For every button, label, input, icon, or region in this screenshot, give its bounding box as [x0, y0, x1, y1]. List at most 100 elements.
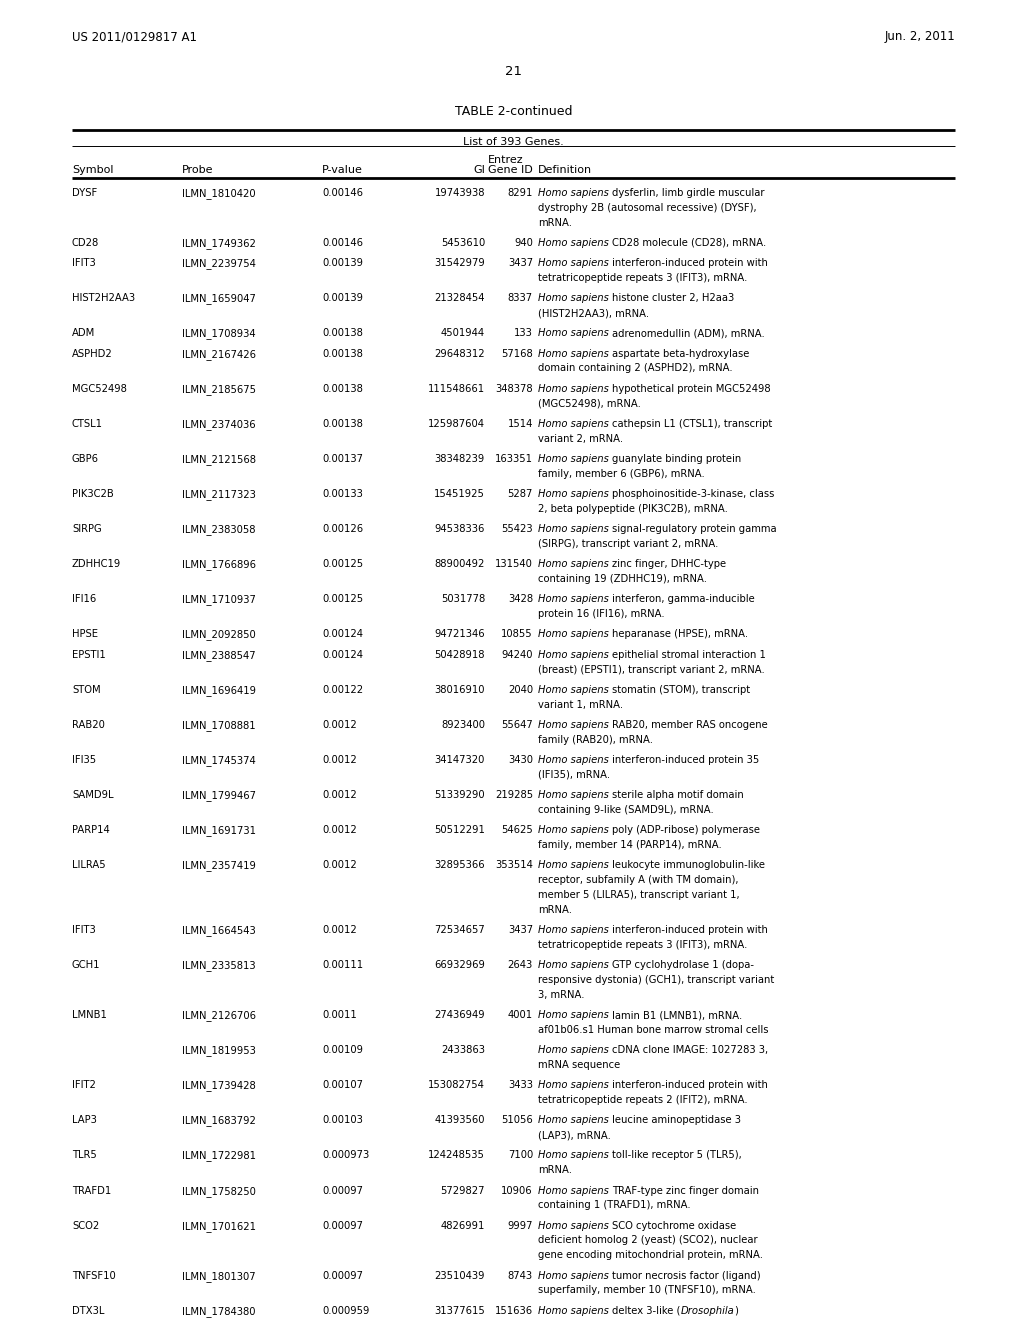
- Text: 57168: 57168: [502, 348, 534, 359]
- Text: Homo sapiens: Homo sapiens: [538, 1185, 612, 1196]
- Text: 9997: 9997: [508, 1221, 534, 1230]
- Text: 19743938: 19743938: [434, 187, 485, 198]
- Text: 5453610: 5453610: [440, 238, 485, 248]
- Text: 94721346: 94721346: [434, 630, 485, 639]
- Text: Homo sapiens: Homo sapiens: [538, 454, 612, 465]
- Text: 32895366: 32895366: [434, 861, 485, 870]
- Text: adrenomedullin (ADM), mRNA.: adrenomedullin (ADM), mRNA.: [612, 329, 765, 338]
- Text: 50428918: 50428918: [434, 649, 485, 660]
- Text: EPSTI1: EPSTI1: [72, 649, 105, 660]
- Text: 0.0012: 0.0012: [322, 925, 356, 935]
- Text: DYSF: DYSF: [72, 187, 97, 198]
- Text: TRAF-type zinc finger domain: TRAF-type zinc finger domain: [612, 1185, 759, 1196]
- Text: 0.00124: 0.00124: [322, 630, 362, 639]
- Text: LAP3: LAP3: [72, 1115, 97, 1126]
- Text: GCH1: GCH1: [72, 960, 100, 970]
- Text: 0.00138: 0.00138: [322, 329, 362, 338]
- Text: ILMN_1749362: ILMN_1749362: [182, 238, 256, 248]
- Text: ILMN_2126706: ILMN_2126706: [182, 1010, 256, 1020]
- Text: 0.00124: 0.00124: [322, 649, 362, 660]
- Text: hypothetical protein MGC52498: hypothetical protein MGC52498: [612, 384, 771, 393]
- Text: zinc finger, DHHC-type: zinc finger, DHHC-type: [612, 560, 726, 569]
- Text: 3437: 3437: [508, 925, 534, 935]
- Text: 5031778: 5031778: [440, 594, 485, 605]
- Text: Homo sapiens: Homo sapiens: [538, 1151, 612, 1160]
- Text: IFI16: IFI16: [72, 594, 96, 605]
- Text: cDNA clone IMAGE: 1027283 3,: cDNA clone IMAGE: 1027283 3,: [612, 1045, 768, 1055]
- Text: leukocyte immunoglobulin-like: leukocyte immunoglobulin-like: [612, 861, 765, 870]
- Text: heparanase (HPSE), mRNA.: heparanase (HPSE), mRNA.: [612, 630, 749, 639]
- Text: variant 1, mRNA.: variant 1, mRNA.: [538, 700, 624, 710]
- Text: 3428: 3428: [508, 594, 534, 605]
- Text: mRNA.: mRNA.: [538, 218, 572, 227]
- Text: domain containing 2 (ASPHD2), mRNA.: domain containing 2 (ASPHD2), mRNA.: [538, 363, 732, 374]
- Text: ILMN_1784380: ILMN_1784380: [182, 1305, 256, 1316]
- Text: Homo sapiens: Homo sapiens: [538, 960, 612, 970]
- Text: SAMD9L: SAMD9L: [72, 791, 114, 800]
- Text: tumor necrosis factor (ligand): tumor necrosis factor (ligand): [612, 1271, 761, 1280]
- Text: ILMN_1701621: ILMN_1701621: [182, 1221, 256, 1232]
- Text: 219285: 219285: [495, 791, 534, 800]
- Text: tetratricopeptide repeats 3 (IFIT3), mRNA.: tetratricopeptide repeats 3 (IFIT3), mRN…: [538, 273, 748, 282]
- Text: gene encoding mitochondrial protein, mRNA.: gene encoding mitochondrial protein, mRN…: [538, 1250, 763, 1261]
- Text: (HIST2H2AA3), mRNA.: (HIST2H2AA3), mRNA.: [538, 308, 649, 318]
- Text: IFI35: IFI35: [72, 755, 96, 766]
- Text: LILRA5: LILRA5: [72, 861, 105, 870]
- Text: 125987604: 125987604: [428, 418, 485, 429]
- Text: Homo sapiens: Homo sapiens: [538, 524, 612, 535]
- Text: 2040: 2040: [508, 685, 534, 694]
- Text: 38348239: 38348239: [435, 454, 485, 465]
- Text: 151636: 151636: [495, 1305, 534, 1316]
- Text: ILMN_2092850: ILMN_2092850: [182, 630, 256, 640]
- Text: Definition: Definition: [538, 165, 592, 176]
- Text: 2433863: 2433863: [441, 1045, 485, 1055]
- Text: Gene ID: Gene ID: [488, 165, 532, 176]
- Text: 0.0012: 0.0012: [322, 755, 356, 766]
- Text: 38016910: 38016910: [434, 685, 485, 694]
- Text: 10906: 10906: [502, 1185, 534, 1196]
- Text: receptor, subfamily A (with TM domain),: receptor, subfamily A (with TM domain),: [538, 875, 738, 886]
- Text: ILMN_2239754: ILMN_2239754: [182, 259, 256, 269]
- Text: ILMN_1739428: ILMN_1739428: [182, 1080, 256, 1092]
- Text: Homo sapiens: Homo sapiens: [538, 384, 612, 393]
- Text: 133: 133: [514, 329, 534, 338]
- Text: epithelial stromal interaction 1: epithelial stromal interaction 1: [612, 649, 766, 660]
- Text: Homo sapiens: Homo sapiens: [538, 755, 612, 766]
- Text: Homo sapiens: Homo sapiens: [538, 925, 612, 935]
- Text: 29648312: 29648312: [434, 348, 485, 359]
- Text: Homo sapiens: Homo sapiens: [538, 825, 612, 836]
- Text: ILMN_1708934: ILMN_1708934: [182, 329, 256, 339]
- Text: Homo sapiens: Homo sapiens: [538, 1010, 612, 1020]
- Text: 7100: 7100: [508, 1151, 534, 1160]
- Text: Homo sapiens: Homo sapiens: [538, 293, 612, 304]
- Text: ILMN_1696419: ILMN_1696419: [182, 685, 256, 696]
- Text: Homo sapiens: Homo sapiens: [538, 259, 612, 268]
- Text: 0.00097: 0.00097: [322, 1271, 362, 1280]
- Text: 41393560: 41393560: [434, 1115, 485, 1126]
- Text: 51339290: 51339290: [434, 791, 485, 800]
- Text: ILMN_2167426: ILMN_2167426: [182, 348, 256, 359]
- Text: 55423: 55423: [502, 524, 534, 535]
- Text: RAB20: RAB20: [72, 719, 104, 730]
- Text: ILMN_1722981: ILMN_1722981: [182, 1151, 256, 1162]
- Text: Homo sapiens: Homo sapiens: [538, 1045, 612, 1055]
- Text: mRNA.: mRNA.: [538, 904, 572, 915]
- Text: af01b06.s1 Human bone marrow stromal cells: af01b06.s1 Human bone marrow stromal cel…: [538, 1024, 768, 1035]
- Text: 8743: 8743: [508, 1271, 534, 1280]
- Text: SCO2: SCO2: [72, 1221, 99, 1230]
- Text: mRNA.: mRNA.: [538, 1166, 572, 1175]
- Text: Symbol: Symbol: [72, 165, 114, 176]
- Text: 0.000959: 0.000959: [322, 1305, 370, 1316]
- Text: lamin B1 (LMNB1), mRNA.: lamin B1 (LMNB1), mRNA.: [612, 1010, 742, 1020]
- Text: 23510439: 23510439: [434, 1271, 485, 1280]
- Text: Homo sapiens: Homo sapiens: [538, 418, 612, 429]
- Text: 131540: 131540: [496, 560, 534, 569]
- Text: ILMN_1708881: ILMN_1708881: [182, 719, 256, 731]
- Text: GTP cyclohydrolase 1 (dopa-: GTP cyclohydrolase 1 (dopa-: [612, 960, 754, 970]
- Text: 0.00133: 0.00133: [322, 490, 362, 499]
- Text: Homo sapiens: Homo sapiens: [538, 861, 612, 870]
- Text: dystrophy 2B (autosomal recessive) (DYSF),: dystrophy 2B (autosomal recessive) (DYSF…: [538, 203, 757, 213]
- Text: List of 393 Genes.: List of 393 Genes.: [463, 137, 564, 147]
- Text: 3433: 3433: [508, 1080, 534, 1090]
- Text: Homo sapiens: Homo sapiens: [538, 1305, 612, 1316]
